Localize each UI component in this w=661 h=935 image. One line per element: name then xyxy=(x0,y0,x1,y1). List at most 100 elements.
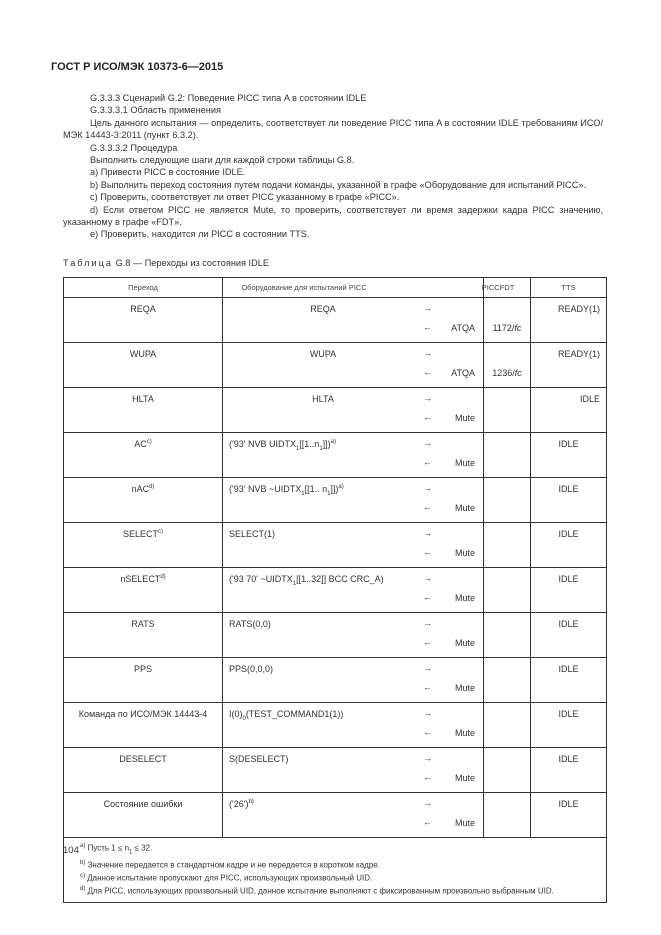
paragraph: a) Привести PICC в состояние IDLE. xyxy=(90,167,246,178)
tts-cell: IDLE xyxy=(530,657,607,703)
table-row: SELECTc) SELECT(1) → ← Mute IDLE xyxy=(63,522,607,568)
table-row: nACd) ('93' NVB ~UIDTX1[[1.. n1]])a) → ←… xyxy=(63,477,607,523)
equipment-rest: ]]) xyxy=(330,484,339,494)
equipment-rest: [[1..n xyxy=(299,439,320,449)
paragraph: Выполнить следующие шаги для каждой стро… xyxy=(90,155,355,166)
fdt-cell xyxy=(483,522,531,568)
picc-response: Mute xyxy=(454,503,475,513)
caption-text: G.8 — Переходы из состояния IDLE xyxy=(115,258,269,268)
picc-response: ATQA xyxy=(451,368,475,378)
equipment-command: ('26') xyxy=(229,799,249,809)
picc-response: Mute xyxy=(454,638,475,648)
picc-response: Mute xyxy=(454,593,475,603)
footnote: b) Значение передается в стандартном кад… xyxy=(70,858,600,871)
fdt-cell: 1172/fc xyxy=(483,297,531,343)
picc-response: Mute xyxy=(454,818,475,828)
transition-cell: WUPA xyxy=(63,342,223,388)
document-header: ГОСТ Р ИСО/МЭК 10373-6—2015 xyxy=(51,61,224,73)
fdt-value: 1236/ xyxy=(492,368,515,378)
arrow-left-icon: ← xyxy=(423,817,432,827)
transition-name: Команда по ИСО/МЭК 14443-4 xyxy=(78,709,208,719)
equipment-command: HLTA xyxy=(312,394,334,404)
transition-cell: REQA xyxy=(63,297,223,343)
fdt-cell xyxy=(483,432,531,478)
picc-response: Mute xyxy=(454,773,475,783)
footnote-ref: d) xyxy=(149,484,155,490)
tts-cell: IDLE xyxy=(530,432,607,478)
arrow-right-icon: → xyxy=(423,348,432,358)
body-text: G.3.3.3 Сценарий G.2: Поведение PICC тип… xyxy=(63,92,603,241)
header-tts: TTS xyxy=(530,277,607,298)
footnote: a) Пусть 1 ≤ n1 ≤ 32. xyxy=(70,841,600,858)
footnote-mark: c) xyxy=(80,872,85,879)
equipment-cell: S(DESELECT) → ← Mute xyxy=(222,747,484,793)
footnote-text-rest: ≤ 32. xyxy=(132,843,153,853)
footnote: d) Для PICC, использующих произвольный U… xyxy=(70,884,600,897)
tts-cell: IDLE xyxy=(530,387,607,433)
arrow-left-icon: ← xyxy=(423,412,432,422)
equipment-cell: ('26')b) → ← Mute xyxy=(222,792,484,838)
transition-name: AC xyxy=(134,439,147,449)
arrow-right-icon: → xyxy=(423,528,432,538)
tts-cell: IDLE xyxy=(530,477,607,523)
fdt-value: 1172/ xyxy=(492,323,515,333)
tts-cell: IDLE xyxy=(530,567,607,613)
tts-cell: READY(1) xyxy=(530,342,607,388)
footnote-ref: c) xyxy=(146,439,152,445)
transition-name: SELECT xyxy=(122,529,158,539)
footnote-ref: a) xyxy=(338,484,344,490)
equipment-command: S(DESELECT) xyxy=(229,754,289,764)
transition-cell: RATS xyxy=(63,612,223,658)
table-row: HLTA HLTA → ← Mute IDLE xyxy=(63,387,607,433)
equipment-cell: ('93' NVB UIDTX1[[1..n1]])a) → ← Mute xyxy=(222,432,484,478)
fdt-cell xyxy=(483,657,531,703)
fdt-cell xyxy=(483,792,531,838)
subscript: 0 xyxy=(242,715,246,722)
equipment-command: ('93' NVB UIDTX xyxy=(229,439,296,449)
equipment-rest: (TEST_COMMAND1(1)) xyxy=(245,709,344,719)
equipment-cell: REQA → ← ATQA xyxy=(222,297,484,343)
transition-name: HLTA xyxy=(132,394,154,404)
picc-response: Mute xyxy=(454,683,475,693)
paragraph: Цель данного испытания — определить, соо… xyxy=(63,117,603,141)
equipment-cell: ('93' NVB ~UIDTX1[[1.. n1]])a) → ← Mute xyxy=(222,477,484,523)
footnote-ref: b) xyxy=(248,799,254,805)
arrow-right-icon: → xyxy=(423,393,432,403)
header-transition: Переход xyxy=(63,277,223,298)
transition-name: nAC xyxy=(131,484,150,494)
fdt-cell: 1236/fc xyxy=(483,342,531,388)
paragraph: G.3.3.3.2 Процедура xyxy=(90,142,178,153)
footnote-text: Значение передается в стандартном кадре … xyxy=(87,860,380,870)
arrow-left-icon: ← xyxy=(423,502,432,512)
footnote-mark: b) xyxy=(80,859,86,866)
tts-cell: READY(1) xyxy=(530,297,607,343)
subscript: 1 xyxy=(319,445,323,452)
arrow-right-icon: → xyxy=(423,618,432,628)
transition-cell: Состояние ошибки xyxy=(63,792,223,838)
arrow-left-icon: ← xyxy=(423,367,432,377)
transition-cell: Команда по ИСО/МЭК 14443-4 xyxy=(63,702,223,748)
transition-cell: nACd) xyxy=(63,477,223,523)
paragraph: c) Проверить, соответствует ли ответ PIC… xyxy=(90,192,400,203)
transitions-table: Переход Оборудование для испытаний PICC P… xyxy=(63,277,607,904)
table-header-row: Переход Оборудование для испытаний PICC P… xyxy=(63,277,607,298)
subscript: 1 xyxy=(295,445,300,452)
arrow-left-icon: ← xyxy=(423,772,432,782)
equipment-command: RATS(0,0) xyxy=(229,619,271,629)
arrow-right-icon: → xyxy=(423,573,432,583)
footnote-text: Данное испытание пропускают для PICC, ис… xyxy=(87,873,373,883)
subscript: 1 xyxy=(129,849,133,856)
equipment-command: SELECT(1) xyxy=(229,529,276,539)
header-picc: PICC xyxy=(481,283,500,292)
picc-response: Mute xyxy=(454,413,475,423)
arrow-right-icon: → xyxy=(423,438,432,448)
transition-cell: SELECTc) xyxy=(63,522,223,568)
footnote-ref: d) xyxy=(160,574,166,580)
equipment-cell: I(0)0(TEST_COMMAND1(1)) → ← Mute xyxy=(222,702,484,748)
transition-name: Состояние ошибки xyxy=(103,799,183,809)
footnote-text: Пусть 1 ≤ n xyxy=(87,843,130,853)
equipment-cell: ('93 70' ~UIDTX1[[1..32]] BCC CRC_A) → ←… xyxy=(222,567,484,613)
subscript: 1 xyxy=(327,490,331,497)
transition-cell: ACc) xyxy=(63,432,223,478)
paragraph: e) Проверить, находится ли PICC в состоя… xyxy=(90,229,310,240)
